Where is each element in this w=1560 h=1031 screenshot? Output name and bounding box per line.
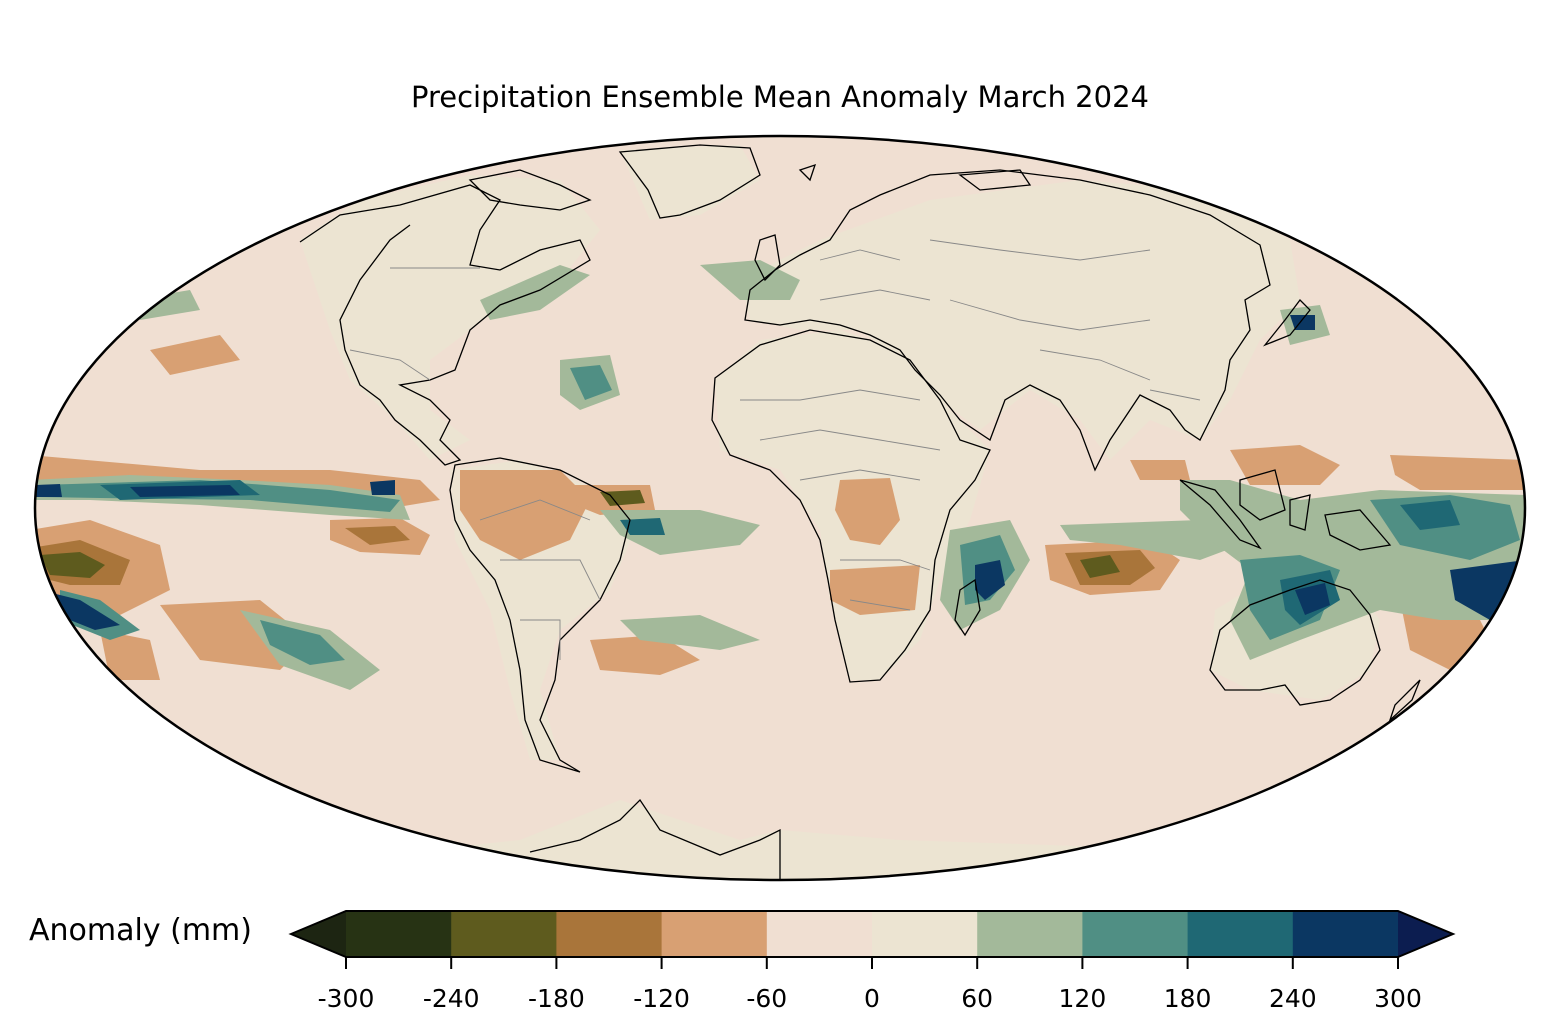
- colorbar-segment: [1292, 911, 1399, 957]
- wet-anomaly: [260, 620, 345, 665]
- wet-anomaly: [620, 518, 665, 535]
- dry-anomaly: [460, 470, 590, 560]
- colorbar-tick-label: 240: [1269, 984, 1317, 1013]
- greenland-coast: [618, 144, 761, 219]
- colorbar-tick-label: -300: [318, 984, 375, 1013]
- arctic-islands-coast: [468, 163, 1032, 211]
- colorbar-under-triangle: [291, 911, 346, 957]
- dry-anomaly: [100, 630, 160, 680]
- wet-anomaly: [40, 590, 120, 630]
- wet-anomaly: [370, 480, 395, 495]
- eurasia-coast: [744, 169, 1271, 472]
- wet-anomaly: [36, 484, 62, 497]
- colorbar-ticks: -300 -240 -180 -120 -60 0 60 120 180 240 300: [318, 957, 1422, 1013]
- wet-anomaly: [130, 485, 240, 497]
- new-zealand-coast: [1388, 679, 1421, 723]
- colorbar-segment: [872, 911, 978, 957]
- colorbar-tick-label: -60: [746, 984, 787, 1013]
- dry-anomaly: [1080, 555, 1120, 578]
- colorbar-segment: [977, 911, 1083, 957]
- wet-anomaly: [1295, 583, 1330, 615]
- colorbar-tick-label: -240: [423, 984, 480, 1013]
- colorbar-segment: [346, 911, 452, 957]
- south-america-coast: [449, 457, 631, 773]
- dry-anomaly: [150, 335, 240, 375]
- colorbar-segment: [766, 911, 873, 957]
- madagascar-coast: [954, 578, 981, 637]
- dry-anomaly: [345, 526, 410, 545]
- map-frame: [33, 134, 1527, 882]
- dry-anomaly: [600, 490, 645, 506]
- colorbar-segment: [1082, 911, 1189, 957]
- dry-anomaly: [1390, 455, 1525, 490]
- north-america-field: [300, 175, 600, 460]
- dry-anomaly: [590, 635, 700, 675]
- colorbar-tick-label: -120: [633, 984, 690, 1013]
- dry-anomaly: [1130, 460, 1190, 480]
- japan-coast: [1262, 299, 1311, 347]
- colorbar-tick-label: 0: [864, 984, 880, 1013]
- map-title: Precipitation Ensemble Mean Anomaly Marc…: [411, 80, 1149, 114]
- colorbar-segment: [451, 911, 557, 957]
- colorbar-tick-label: 120: [1059, 984, 1107, 1013]
- indonesia-coast: [1179, 469, 1392, 551]
- wet-anomaly: [975, 560, 1005, 600]
- colorbar-segment: [556, 911, 663, 957]
- wet-anomaly: [1400, 500, 1460, 530]
- dry-anomaly: [40, 552, 105, 578]
- wet-anomaly: [1060, 520, 1240, 560]
- colorbar-segment: [1187, 911, 1294, 957]
- colorbar-segments: [346, 911, 1399, 957]
- wet-anomaly: [620, 615, 760, 650]
- wet-anomaly: [570, 365, 612, 400]
- dry-anomaly: [830, 565, 920, 615]
- colorbar-tick-label: 180: [1164, 984, 1212, 1013]
- uk-coast: [754, 234, 781, 282]
- africa-coast: [711, 329, 991, 683]
- colorbar-tick-label: 300: [1374, 984, 1422, 1013]
- australia-coast: [1209, 579, 1381, 706]
- greenland-field: [620, 145, 760, 220]
- colorbar-tick-label: -180: [528, 984, 585, 1013]
- antarctica-coast: [529, 798, 781, 880]
- country-borders: [349, 239, 1201, 660]
- colorbar-tick-label: 60: [961, 984, 993, 1013]
- colorbar-segment: [661, 911, 768, 957]
- dry-anomaly: [835, 478, 900, 545]
- colorbar-over-triangle: [1398, 911, 1453, 957]
- colorbar-label: Anomaly (mm): [29, 913, 252, 948]
